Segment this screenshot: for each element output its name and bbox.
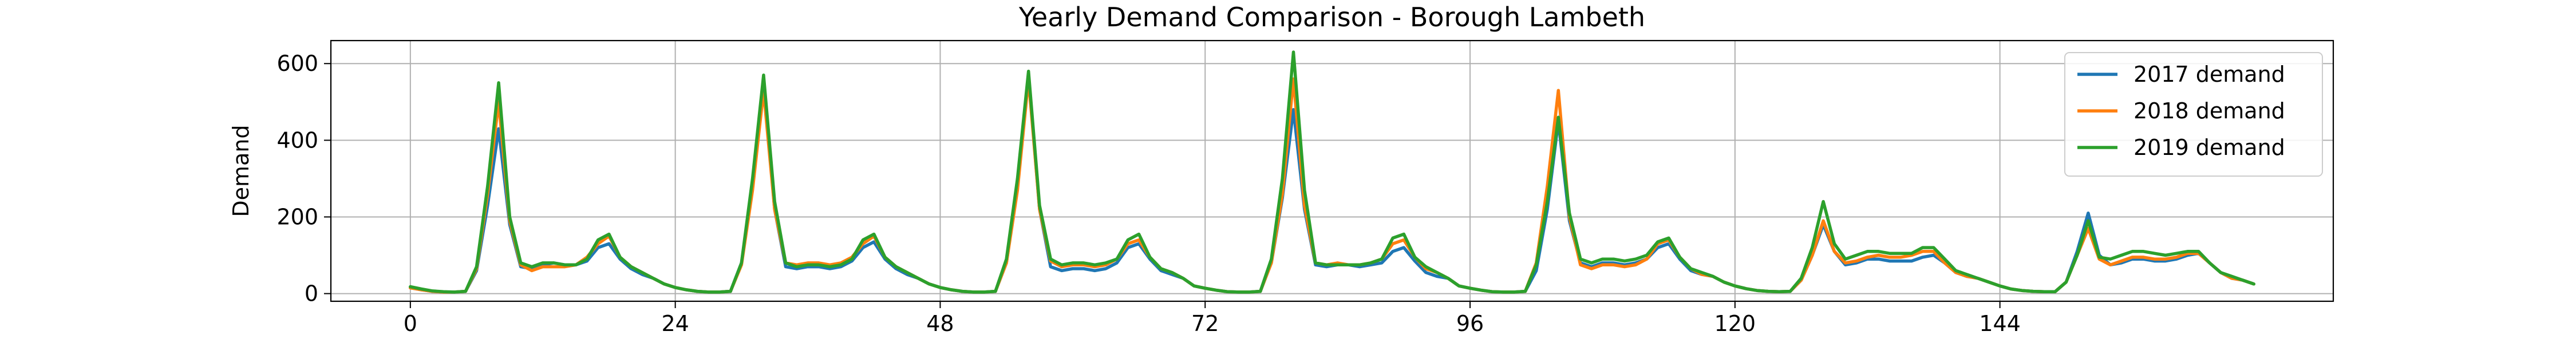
chart-title: Yearly Demand Comparison - Borough Lambe…: [1018, 2, 1645, 33]
y-tick-label: 0: [305, 281, 318, 306]
grid: [331, 41, 2333, 301]
x-tick-label: 120: [1714, 311, 1756, 336]
series-line-3: [409, 50, 2255, 294]
y-tick-label: 600: [276, 51, 318, 76]
legend-box: [2064, 52, 2323, 177]
x-tick-label: 96: [1456, 311, 1484, 336]
series-line-1: [409, 73, 2255, 294]
x-tick-label: 72: [1191, 311, 1219, 336]
y-tick-label: 400: [276, 127, 318, 153]
axis-ticks: 0 24 48 72 96 120 144 0 200 400 600: [276, 51, 2020, 336]
series-line-2: [409, 77, 2255, 294]
legend-label-2: 2018 demand: [2134, 98, 2285, 123]
x-tick-label: 48: [926, 311, 954, 336]
y-tick-label: 200: [276, 204, 318, 229]
legend: 2017 demand 2018 demand 2019 demand: [2064, 52, 2323, 177]
legend-label-3: 2019 demand: [2134, 135, 2285, 160]
legend-label-1: 2017 demand: [2134, 62, 2285, 87]
x-tick-label: 0: [404, 311, 417, 336]
x-tick-label: 24: [661, 311, 689, 336]
series-lines: [409, 50, 2255, 294]
plot-frame: [330, 39, 2334, 302]
y-axis-label: Demand: [228, 125, 254, 217]
x-tick-label: 144: [1979, 311, 2021, 336]
